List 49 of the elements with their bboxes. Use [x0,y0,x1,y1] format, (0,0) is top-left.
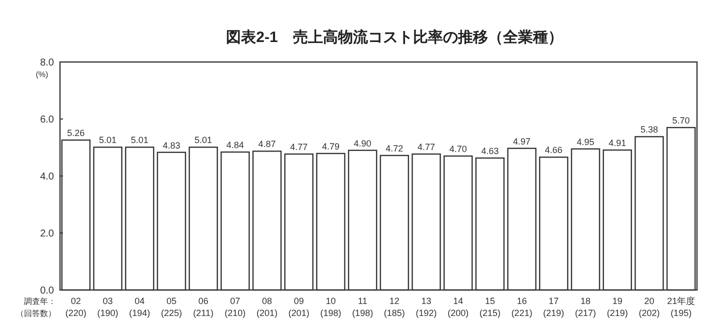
x-tick-label: 08 (201) [256,296,278,318]
x-tick-label: 09 (201) [288,296,310,318]
chart-title: 図表2-1 売上高物流コスト比率の推移（全業種） [226,28,563,46]
x-tick-label: 07 (210) [224,296,246,318]
data-label: 4.79 [322,141,340,152]
data-label: 5.70 [672,116,690,126]
data-label: 5.01 [99,135,117,146]
data-label: 4.90 [354,138,372,148]
x-tick-label: 11 (198) [352,296,374,318]
x-tick-label: 06 (211) [193,296,214,318]
x-tick-label: 04 (194) [129,296,150,318]
x-tick-label: 17 (219) [543,296,564,318]
y-tick-label: 0.0 [40,286,54,296]
y-tick-label: 8.0 [40,58,54,68]
x-tick-label: 21年度 (195) [667,296,696,318]
x-tick-label: 03 (190) [97,296,118,318]
data-label: 4.97 [513,136,531,146]
data-label: 5.26 [67,128,85,138]
data-label: 4.77 [290,142,308,152]
x-tick-label: 13 (192) [416,296,437,318]
text: （回答数） [16,309,56,318]
data-label: 4.91 [608,138,626,148]
x-tick-label: 19 (219) [606,296,628,318]
y-axis-title: (%) [36,70,49,79]
data-label: 5.01 [130,135,148,146]
x-tick-label: 18 (217) [575,296,596,318]
data-label: 4.72 [386,143,404,154]
x-tick-label: 10 (198) [320,296,342,318]
x-axis-title: 調査年： [24,297,56,306]
data-label: 4.95 [576,136,594,147]
data-label: 4.84 [226,140,244,150]
data-label: 4.70 [449,144,467,154]
x-tick-label: 05 (225) [160,296,182,318]
x-tick-label: 14 (200) [448,296,469,318]
x-tick-label: 20 (202) [638,296,660,318]
data-label: 4.66 [544,145,562,156]
data-label: 4.77 [418,142,436,152]
data-label: 4.83 [162,140,180,150]
y-tick-label: 2.0 [40,228,54,240]
x-tick-label: 12 (185) [384,296,405,318]
y-tick-label: 6.0 [40,114,54,126]
data-label: 4.63 [481,146,499,156]
x-tick-label: 16 (221) [511,296,532,318]
data-label: 5.38 [640,124,658,135]
x-tick-label: 15 (215) [479,296,500,318]
y-tick-label: 4.0 [40,172,54,182]
data-label: 5.01 [194,135,212,146]
data-label: 4.87 [258,139,276,150]
x-tick-label: 02 (220) [65,296,86,318]
